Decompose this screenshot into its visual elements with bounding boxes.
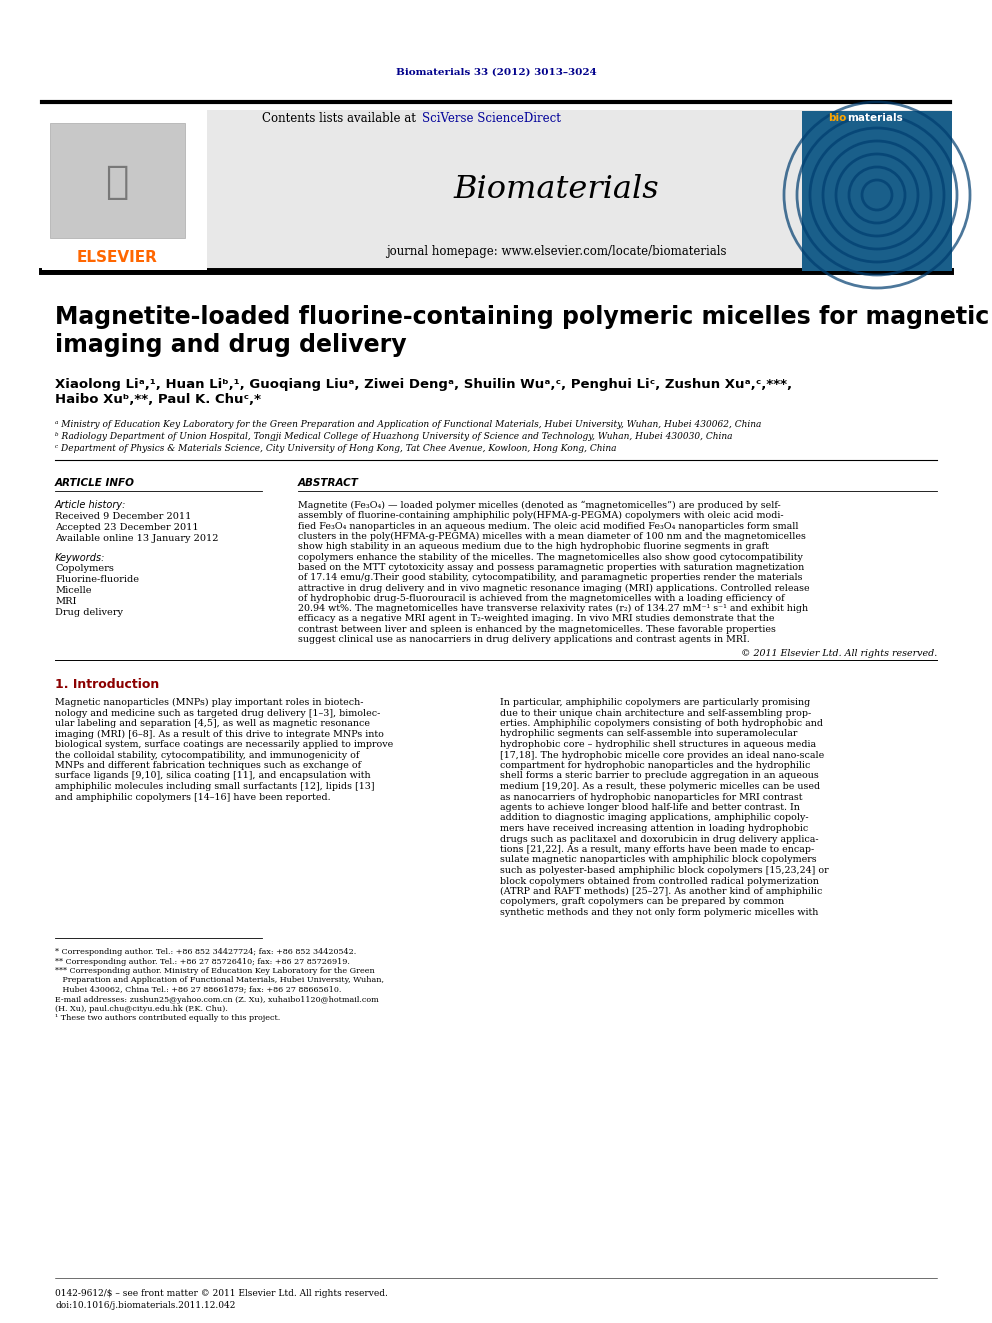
Text: mers have received increasing attention in loading hydrophobic: mers have received increasing attention … [500,824,808,833]
Text: 1. Introduction: 1. Introduction [55,677,160,691]
Text: shell forms a steric barrier to preclude aggregation in an aqueous: shell forms a steric barrier to preclude… [500,771,818,781]
Text: contrast between liver and spleen is enhanced by the magnetomicelles. These favo: contrast between liver and spleen is enh… [298,624,776,634]
Text: materials: materials [847,112,903,123]
Text: clusters in the poly(HFMA-g-PEGMA) micelles with a mean diameter of 100 nm and t: clusters in the poly(HFMA-g-PEGMA) micel… [298,532,806,541]
Text: addition to diagnostic imaging applications, amphiphilic copoly-: addition to diagnostic imaging applicati… [500,814,808,823]
Text: Xiaolong Liᵃ,¹, Huan Liᵇ,¹, Guoqiang Liuᵃ, Ziwei Dengᵃ, Shuilin Wuᵃ,ᶜ, Penghui L: Xiaolong Liᵃ,¹, Huan Liᵇ,¹, Guoqiang Liu… [55,378,793,406]
Text: show high stability in an aqueous medium due to the high hydrophobic fluorine se: show high stability in an aqueous medium… [298,542,769,552]
Bar [50,123,185,238]
Text: assembly of fluorine-containing amphiphilic poly(HFMA-g-PEGMA) copolymers with o: assembly of fluorine-containing amphiphi… [298,511,784,520]
Text: hydrophilic segments can self-assemble into superamolecular: hydrophilic segments can self-assemble i… [500,729,798,738]
Text: journal homepage: www.elsevier.com/locate/biomaterials: journal homepage: www.elsevier.com/locat… [386,246,726,258]
Text: surface ligands [9,10], silica coating [11], and encapsulation with: surface ligands [9,10], silica coating [… [55,771,371,781]
Text: agents to achieve longer blood half-life and better contrast. In: agents to achieve longer blood half-life… [500,803,800,812]
Text: block copolymers obtained from controlled radical polymerization: block copolymers obtained from controlle… [500,877,818,885]
Text: Hubei 430062, China Tel.: +86 27 88661879; fax: +86 27 88665610.: Hubei 430062, China Tel.: +86 27 8866187… [55,986,341,994]
Text: Drug delivery: Drug delivery [55,609,123,617]
Text: Magnetite-loaded fluorine-containing polymeric micelles for magnetic resonance
i: Magnetite-loaded fluorine-containing pol… [55,306,992,357]
Text: * Corresponding author. Tel.: +86 852 34427724; fax: +86 852 34420542.: * Corresponding author. Tel.: +86 852 34… [55,949,356,957]
Text: Article history:: Article history: [55,500,126,509]
Text: Fluorine-fluoride: Fluorine-fluoride [55,576,139,583]
Text: © 2011 Elsevier Ltd. All rights reserved.: © 2011 Elsevier Ltd. All rights reserved… [741,650,937,659]
Text: the colloidal stability, cytocompatibility, and immunogenicity of: the colloidal stability, cytocompatibili… [55,750,359,759]
Text: synthetic methods and they not only form polymeric micelles with: synthetic methods and they not only form… [500,908,818,917]
Text: ELSEVIER: ELSEVIER [76,250,158,265]
Text: Received 9 December 2011: Received 9 December 2011 [55,512,191,521]
Text: suggest clinical use as nanocarriers in drug delivery applications and contrast : suggest clinical use as nanocarriers in … [298,635,750,644]
Bar [42,110,950,270]
Text: such as polyester-based amphiphilic block copolymers [15,23,24] or: such as polyester-based amphiphilic bloc… [500,867,828,875]
Text: Biomaterials: Biomaterials [453,175,659,205]
Text: of hydrophobic drug-5-fluorouracil is achieved from the magnetomicelles with a l: of hydrophobic drug-5-fluorouracil is ac… [298,594,785,603]
Text: copolymers, graft copolymers can be prepared by common: copolymers, graft copolymers can be prep… [500,897,784,906]
Text: Magnetite (Fe₃O₄) — loaded polymer micelles (denoted as “magnetomicelles”) are p: Magnetite (Fe₃O₄) — loaded polymer micel… [298,501,781,511]
Text: ular labeling and separation [4,5], as well as magnetic resonance: ular labeling and separation [4,5], as w… [55,718,370,728]
Text: ᵇ Radiology Department of Union Hospital, Tongji Medical College of Huazhong Uni: ᵇ Radiology Department of Union Hospital… [55,433,732,441]
Text: (ATRP and RAFT methods) [25–27]. As another kind of amphiphilic: (ATRP and RAFT methods) [25–27]. As anot… [500,886,822,896]
Text: *** Corresponding author. Ministry of Education Key Laboratory for the Green: *** Corresponding author. Ministry of Ed… [55,967,375,975]
Text: 🌳: 🌳 [105,163,129,201]
Text: Magnetic nanoparticles (MNPs) play important roles in biotech-: Magnetic nanoparticles (MNPs) play impor… [55,699,363,706]
Text: copolymers enhance the stability of the micelles. The magnetomicelles also show : copolymers enhance the stability of the … [298,553,803,561]
Text: hydrophobic core – hydrophilic shell structures in aqueous media: hydrophobic core – hydrophilic shell str… [500,740,816,749]
Text: of 17.14 emu/g.Their good stability, cytocompatibility, and paramagnetic propert: of 17.14 emu/g.Their good stability, cyt… [298,573,803,582]
Text: E-mail addresses: zushun25@yahoo.com.cn (Z. Xu), xuhaibo1120@hotmail.com: E-mail addresses: zushun25@yahoo.com.cn … [55,995,379,1004]
Text: Accepted 23 December 2011: Accepted 23 December 2011 [55,523,198,532]
Text: Copolymers: Copolymers [55,564,114,573]
Text: ABSTRACT: ABSTRACT [298,478,359,488]
Text: Biomaterials 33 (2012) 3013–3024: Biomaterials 33 (2012) 3013–3024 [396,67,596,77]
Text: erties. Amphiphilic copolymers consisting of both hydrophobic and: erties. Amphiphilic copolymers consistin… [500,718,823,728]
Text: ¹ These two authors contributed equally to this project.: ¹ These two authors contributed equally … [55,1015,281,1023]
Bar [42,110,207,270]
Text: compartment for hydrophobic nanoparticles and the hydrophilic: compartment for hydrophobic nanoparticle… [500,761,810,770]
Text: Preparation and Application of Functional Materials, Hubei University, Wuhan,: Preparation and Application of Functiona… [55,976,384,984]
Text: Micelle: Micelle [55,586,91,595]
Text: doi:10.1016/j.biomaterials.2011.12.042: doi:10.1016/j.biomaterials.2011.12.042 [55,1301,235,1310]
Text: ᶜ Department of Physics & Materials Science, City University of Hong Kong, Tat C: ᶜ Department of Physics & Materials Scie… [55,445,616,452]
Text: Keywords:: Keywords: [55,553,105,564]
Text: as nanocarriers of hydrophobic nanoparticles for MRI contrast: as nanocarriers of hydrophobic nanoparti… [500,792,803,802]
Text: medium [19,20]. As a result, these polymeric micelles can be used: medium [19,20]. As a result, these polym… [500,782,820,791]
Text: In particular, amphiphilic copolymers are particularly promising: In particular, amphiphilic copolymers ar… [500,699,810,706]
Text: sulate magnetic nanoparticles with amphiphilic block copolymers: sulate magnetic nanoparticles with amphi… [500,856,816,864]
Text: SciVerse ScienceDirect: SciVerse ScienceDirect [422,111,560,124]
Text: ** Corresponding author. Tel.: +86 27 85726410; fax: +86 27 85726919.: ** Corresponding author. Tel.: +86 27 85… [55,958,350,966]
Text: ᵃ Ministry of Education Key Laboratory for the Green Preparation and Application: ᵃ Ministry of Education Key Laboratory f… [55,419,762,429]
Text: attractive in drug delivery and in vivo magnetic resonance imaging (MRI) applica: attractive in drug delivery and in vivo … [298,583,809,593]
Text: nology and medicine such as targeted drug delivery [1–3], bimolec-: nology and medicine such as targeted dru… [55,709,380,717]
Text: based on the MTT cytotoxicity assay and possess paramagnetic properties with sat: based on the MTT cytotoxicity assay and … [298,562,805,572]
Text: fied Fe₃O₄ nanoparticles in an aqueous medium. The oleic acid modified Fe₃O₄ nan: fied Fe₃O₄ nanoparticles in an aqueous m… [298,521,799,531]
Text: MNPs and different fabrication techniques such as exchange of: MNPs and different fabrication technique… [55,761,361,770]
Text: bio: bio [828,112,846,123]
Text: amphiphilic molecules including small surfactants [12], lipids [13]: amphiphilic molecules including small su… [55,782,375,791]
Text: (H. Xu), paul.chu@cityu.edu.hk (P.K. Chu).: (H. Xu), paul.chu@cityu.edu.hk (P.K. Chu… [55,1005,228,1013]
Text: [17,18]. The hydrophobic micelle core provides an ideal nano-scale: [17,18]. The hydrophobic micelle core pr… [500,750,824,759]
Text: and amphiphilic copolymers [14–16] have been reported.: and amphiphilic copolymers [14–16] have … [55,792,330,802]
Bar [802,111,952,271]
Text: imaging (MRI) [6–8]. As a result of this drive to integrate MNPs into: imaging (MRI) [6–8]. As a result of this… [55,729,384,738]
Text: biological system, surface coatings are necessarily applied to improve: biological system, surface coatings are … [55,740,393,749]
Text: MRI: MRI [55,597,76,606]
Text: Available online 13 January 2012: Available online 13 January 2012 [55,534,218,542]
Text: ARTICLE INFO: ARTICLE INFO [55,478,135,488]
Text: 0142-9612/$ – see front matter © 2011 Elsevier Ltd. All rights reserved.: 0142-9612/$ – see front matter © 2011 El… [55,1289,388,1298]
Text: tions [21,22]. As a result, many efforts have been made to encap-: tions [21,22]. As a result, many efforts… [500,845,814,855]
Text: due to their unique chain architecture and self-assembling prop-: due to their unique chain architecture a… [500,709,811,717]
Text: efficacy as a negative MRI agent in T₂-weighted imaging. In vivo MRI studies dem: efficacy as a negative MRI agent in T₂-w… [298,614,775,623]
Text: 20.94 wt%. The magnetomicelles have transverse relaxivity rates (r₂) of 134.27 m: 20.94 wt%. The magnetomicelles have tran… [298,605,808,613]
Text: Contents lists available at: Contents lists available at [262,111,420,124]
Text: drugs such as paclitaxel and doxorubicin in drug delivery applica-: drugs such as paclitaxel and doxorubicin… [500,835,818,844]
